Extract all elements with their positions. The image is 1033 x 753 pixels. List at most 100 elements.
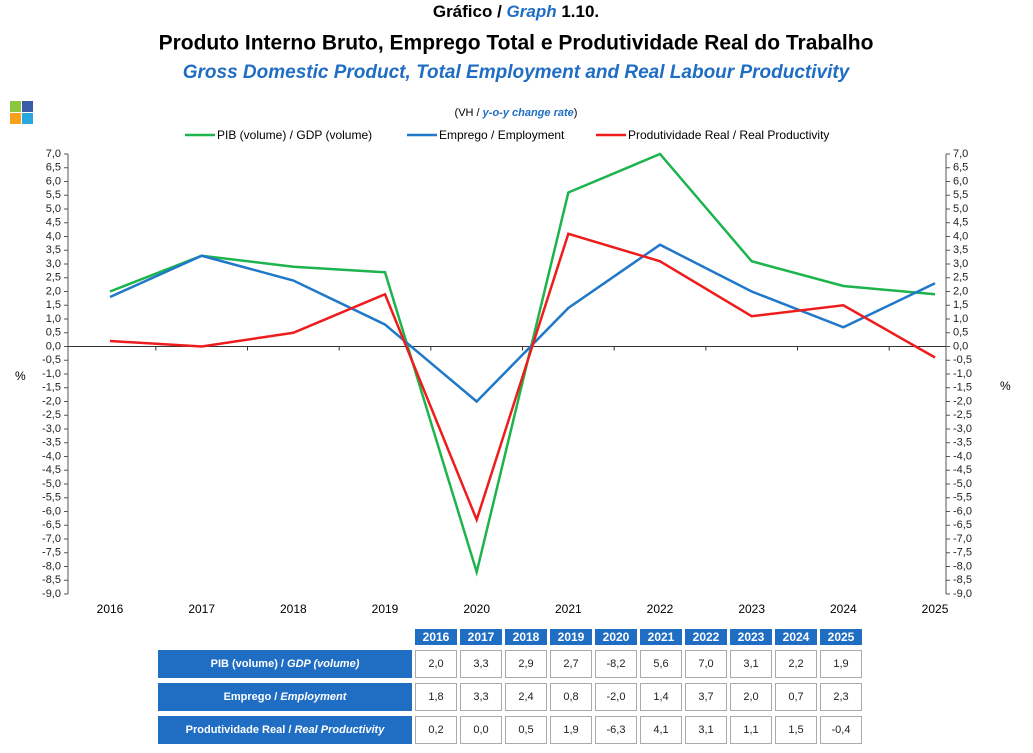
table-cell: 5,6 — [640, 650, 682, 678]
y2-tick-label: -7,0 — [953, 533, 972, 545]
x-tick-label: 2017 — [188, 602, 215, 616]
table-cell: 1,4 — [640, 683, 682, 711]
table-cell: -2,0 — [595, 683, 637, 711]
y-tick-label: -8,5 — [42, 574, 61, 586]
table-cell: 2,7 — [550, 650, 592, 678]
y2-tick-label: -9,0 — [953, 588, 972, 600]
table-cell: 1,8 — [415, 683, 457, 711]
y-tick-label: 7,0 — [46, 148, 61, 160]
y2-axis-label: % — [1000, 379, 1011, 393]
unit-en: y-o-y change rate — [482, 107, 574, 119]
x-tick-label: 2021 — [555, 602, 582, 616]
table-row: Emprego / Employment 1,8 3,3 2,4 0,8 -2,0 1,4 3… — [158, 683, 862, 711]
y2-tick-label: 0,5 — [953, 327, 968, 339]
y-tick-label: -5,0 — [42, 478, 61, 490]
legend-label: PIB (volume) / GDP (volume) — [217, 128, 372, 142]
table-cell: 0,5 — [505, 716, 547, 744]
column-header: 2021 — [640, 629, 682, 645]
table-cell: 2,2 — [775, 650, 817, 678]
y-tick-label: -2,5 — [42, 409, 61, 421]
y-tick-label: 6,0 — [46, 175, 61, 187]
y-tick-label: -5,5 — [42, 492, 61, 504]
table-cell: 1,1 — [730, 716, 772, 744]
y2-tick-label: 0,0 — [953, 340, 968, 352]
y2-tick-label: -3,5 — [953, 437, 972, 449]
y2-tick-label: 5,0 — [953, 203, 968, 215]
y-tick-label: -3,5 — [42, 437, 61, 449]
unit-note: (VH / y-o-y change rate) — [455, 107, 578, 119]
y2-tick-label: 3,0 — [953, 258, 968, 270]
column-header: 2020 — [595, 629, 637, 645]
y2-tick-label: 2,0 — [953, 285, 968, 297]
y2-tick-label: -1,0 — [953, 368, 972, 380]
series-line — [109, 232, 936, 524]
y2-tick-label: -8,0 — [953, 560, 972, 572]
chart: Gráfico / Graph 1.10. Produto Interno Br… — [10, 2, 1011, 616]
y-tick-label: -7,0 — [42, 533, 61, 545]
kicker-num: 1.10. — [557, 2, 600, 21]
y-tick-label: 3,0 — [46, 258, 61, 270]
table-cell: 4,1 — [640, 716, 682, 744]
logo — [10, 101, 33, 124]
y2-tick-label: -3,0 — [953, 423, 972, 435]
y-tick-label: -1,0 — [42, 368, 61, 380]
x-tick-label: 2022 — [647, 602, 674, 616]
kicker-en: Graph — [507, 2, 557, 21]
table-cell: 3,3 — [460, 650, 502, 678]
y2-tick-label: 2,5 — [953, 272, 968, 284]
y2-tick-label: 4,5 — [953, 217, 968, 229]
x-tick-label: 2019 — [372, 602, 399, 616]
y-tick-label: -7,5 — [42, 547, 61, 559]
y2-tick-label: 1,0 — [953, 313, 968, 325]
kicker-pt: Gráfico / — [433, 2, 507, 21]
table-cell: 1,5 — [775, 716, 817, 744]
table-cell: 3,3 — [460, 683, 502, 711]
row-label-pt: Produtividade Real / — [185, 724, 295, 736]
table-cell: 1,9 — [550, 716, 592, 744]
table-cell: 0,8 — [550, 683, 592, 711]
row-label: PIB (volume) / GDP (volume) — [158, 650, 412, 678]
y-tick-label: 2,0 — [46, 285, 61, 297]
column-header: 2016 — [415, 629, 457, 645]
y-tick-label: 3,5 — [46, 244, 61, 256]
y-tick-label: -3,0 — [42, 423, 61, 435]
y2-tick-label: -1,5 — [953, 382, 972, 394]
x-tick-label: 2020 — [463, 602, 490, 616]
y-tick-label: 4,5 — [46, 217, 61, 229]
y2-tick-label: 5,5 — [953, 189, 968, 201]
y-tick-label: 1,0 — [46, 313, 61, 325]
x-tick-label: 2024 — [830, 602, 857, 616]
y-tick-label: -2,0 — [42, 395, 61, 407]
column-header: 2025 — [820, 629, 862, 645]
y-tick-label: -4,5 — [42, 464, 61, 476]
table-cell: 3,1 — [730, 650, 772, 678]
row-label-pt: PIB (volume) / — [210, 658, 288, 670]
y-tick-label: 4,0 — [46, 230, 61, 242]
y2-tick-label: -5,5 — [953, 492, 972, 504]
column-header: 2022 — [685, 629, 727, 645]
table-cell: 2,0 — [415, 650, 457, 678]
y2-tick-label: -4,0 — [953, 450, 972, 462]
x-tick-label: 2016 — [97, 602, 124, 616]
table-cell: -8,2 — [595, 650, 637, 678]
y-tick-label: 2,5 — [46, 272, 61, 284]
y-tick-label: 0,5 — [46, 327, 61, 339]
row-label-pt: Emprego / — [223, 691, 281, 703]
table-cell: 2,4 — [505, 683, 547, 711]
table-cell: 7,0 — [685, 650, 727, 678]
series-line — [109, 152, 936, 577]
y2-tick-label: 6,0 — [953, 175, 968, 187]
table-cell: 2,3 — [820, 683, 862, 711]
y2-tick-label: 3,5 — [953, 244, 968, 256]
table-corner — [158, 629, 412, 645]
chart-kicker: Gráfico / Graph 1.10. — [433, 2, 599, 21]
y2-tick-label: 1,5 — [953, 299, 968, 311]
x-tick-label: 2018 — [280, 602, 307, 616]
row-label-en: Employment — [280, 691, 347, 703]
y2-tick-label: -2,5 — [953, 409, 972, 421]
y2-tick-label: -5,0 — [953, 478, 972, 490]
chart-subtitle: Gross Domestic Product, Total Employment… — [183, 62, 851, 83]
y-tick-label: -6,0 — [42, 505, 61, 517]
y-tick-label: -9,0 — [42, 588, 61, 600]
y2-tick-label: -0,5 — [953, 354, 972, 366]
